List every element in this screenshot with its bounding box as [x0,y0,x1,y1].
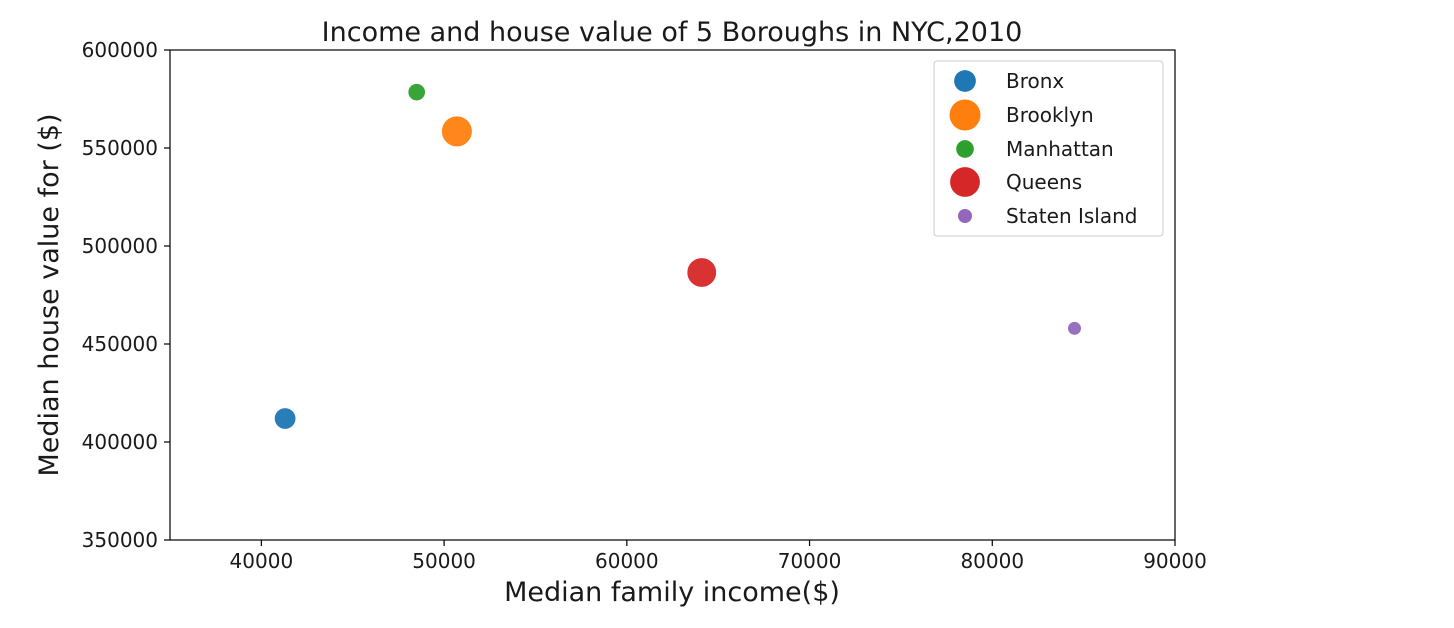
data-point-brooklyn [440,115,473,148]
x-tick-label: 50000 [412,549,476,573]
y-tick-label: 350000 [82,528,158,552]
plot-area [169,49,1176,541]
legend-marker [956,140,974,158]
y-tick-label: 600000 [82,38,158,62]
y-tick-label: 450000 [82,332,158,356]
x-tick-label: 40000 [230,549,294,573]
data-points [273,82,1082,430]
data-point-manhattan [407,82,427,102]
legend-label: Brooklyn [1006,103,1094,127]
data-point-queens [686,257,718,288]
x-tick-label: 70000 [778,549,842,573]
y-tick-label: 550000 [82,136,158,160]
legend: Bronx Brooklyn Manhattan Queens Staten Islan… [933,60,1164,237]
legend-marker [954,70,976,92]
legend-label: Queens [1006,170,1082,194]
x-axis-ticks: 40000 50000 60000 70000 80000 90000 [230,540,1207,573]
y-axis-ticks: 350000 400000 450000 500000 550000 600000 [82,38,170,552]
y-tick-label: 500000 [82,234,158,258]
legend-label: Staten Island [1006,204,1137,228]
y-tick-label: 400000 [82,430,158,454]
legend-marker [949,99,981,131]
data-point-bronx [273,407,297,430]
x-tick-label: 90000 [1143,549,1207,573]
legend-label: Bronx [1006,69,1064,93]
legend-label: Manhattan [1006,137,1114,161]
legend-marker [958,209,972,223]
y-axis-label: Median house value for ($) [34,113,65,476]
chart-title: Income and house value of 5 Boroughs in … [322,17,1023,48]
plot-frame [169,49,1176,541]
legend-frame [933,60,1164,237]
data-point-staten-island [1067,320,1082,336]
x-tick-label: 60000 [595,549,659,573]
x-axis-label: Median family income($) [504,577,840,608]
x-tick-label: 80000 [960,549,1024,573]
legend-marker [950,167,980,197]
